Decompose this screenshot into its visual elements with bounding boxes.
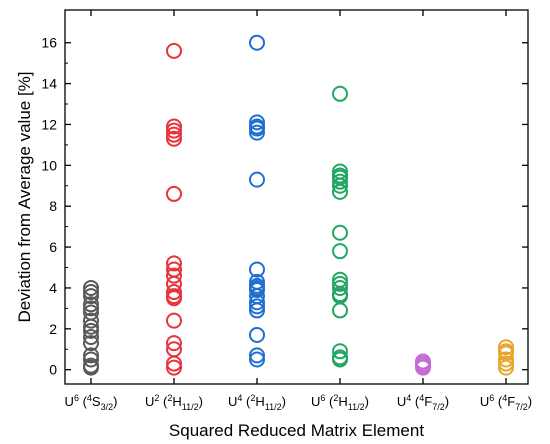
data-point [166, 122, 182, 139]
data-point [249, 294, 265, 311]
data-point [498, 355, 514, 372]
data-point [83, 328, 99, 345]
data-point [166, 185, 182, 202]
data-point [498, 351, 514, 368]
data-point [166, 335, 182, 352]
data-point [166, 42, 182, 59]
data-point [332, 343, 348, 360]
y-tick-label: 12 [41, 116, 57, 132]
data-point [332, 275, 348, 292]
data-point [166, 126, 182, 143]
data-point [332, 279, 348, 296]
plot-area-frame [64, 9, 529, 385]
data-point [249, 298, 265, 315]
y-tick-label: 16 [41, 35, 57, 51]
y-tick-label: 2 [49, 321, 57, 337]
data-point [332, 177, 348, 194]
data-point [249, 34, 265, 51]
y-axis-title: Deviation from Average value [%] [15, 71, 34, 322]
x-category-label: U2 (2H11/2) [145, 393, 203, 412]
data-point [249, 281, 265, 298]
data-point [498, 359, 514, 376]
data-point [83, 284, 99, 301]
x-category-label: U4 (4F7/2) [397, 393, 449, 412]
data-point [166, 118, 182, 135]
data-point [332, 302, 348, 319]
x-category-label: U6 (4F7/2) [480, 393, 532, 412]
data-point [83, 351, 99, 368]
data-point [332, 351, 348, 368]
data-point [249, 351, 265, 368]
data-point [249, 171, 265, 188]
data-point [166, 355, 182, 372]
data-point [83, 312, 99, 329]
y-tick-label: 0 [49, 362, 57, 378]
y-tick-label: 6 [49, 239, 57, 255]
data-point [83, 296, 99, 313]
y-axis-ticks: 0 2 4 6 8 10 12 14 16 [41, 35, 528, 378]
data-point [83, 335, 99, 352]
data-point [83, 359, 99, 376]
data-point [249, 124, 265, 141]
data-point [249, 120, 265, 137]
data-point [166, 290, 182, 307]
y-tick-label: 10 [41, 157, 57, 173]
data-point [498, 339, 514, 356]
data-point [166, 359, 182, 376]
data-point [166, 130, 182, 147]
data-point [249, 347, 265, 364]
data-point [83, 288, 99, 305]
data-point [166, 267, 182, 284]
y-tick-label: 8 [49, 198, 57, 214]
data-point [83, 318, 99, 335]
data-point [83, 279, 99, 296]
data-point [332, 173, 348, 190]
data-point [249, 114, 265, 131]
data-point [83, 300, 99, 317]
data-point [83, 322, 99, 339]
data-point [166, 312, 182, 329]
y-tick-label: 4 [49, 280, 57, 296]
data-point [415, 359, 431, 376]
data-point [249, 261, 265, 278]
data-points [83, 34, 514, 376]
x-axis-title: Squared Reduced Matrix Element [169, 421, 424, 440]
x-category-label: U4 (2H11/2) [228, 393, 286, 412]
x-category-label: U6 (2H11/2) [311, 393, 369, 412]
data-point [83, 347, 99, 364]
data-point [249, 302, 265, 319]
data-point [332, 224, 348, 241]
data-point [332, 243, 348, 260]
data-point [166, 284, 182, 301]
x-axis-ticks: U6 (4S3/2) U2 (2H11/2) U4 (2H11/2) U6 (2H11… [65, 10, 532, 412]
data-point [332, 183, 348, 200]
data-point [166, 255, 182, 272]
data-point [249, 326, 265, 343]
data-point [332, 85, 348, 102]
y-tick-label: 14 [41, 76, 57, 92]
x-category-label: U6 (4S3/2) [65, 393, 118, 412]
